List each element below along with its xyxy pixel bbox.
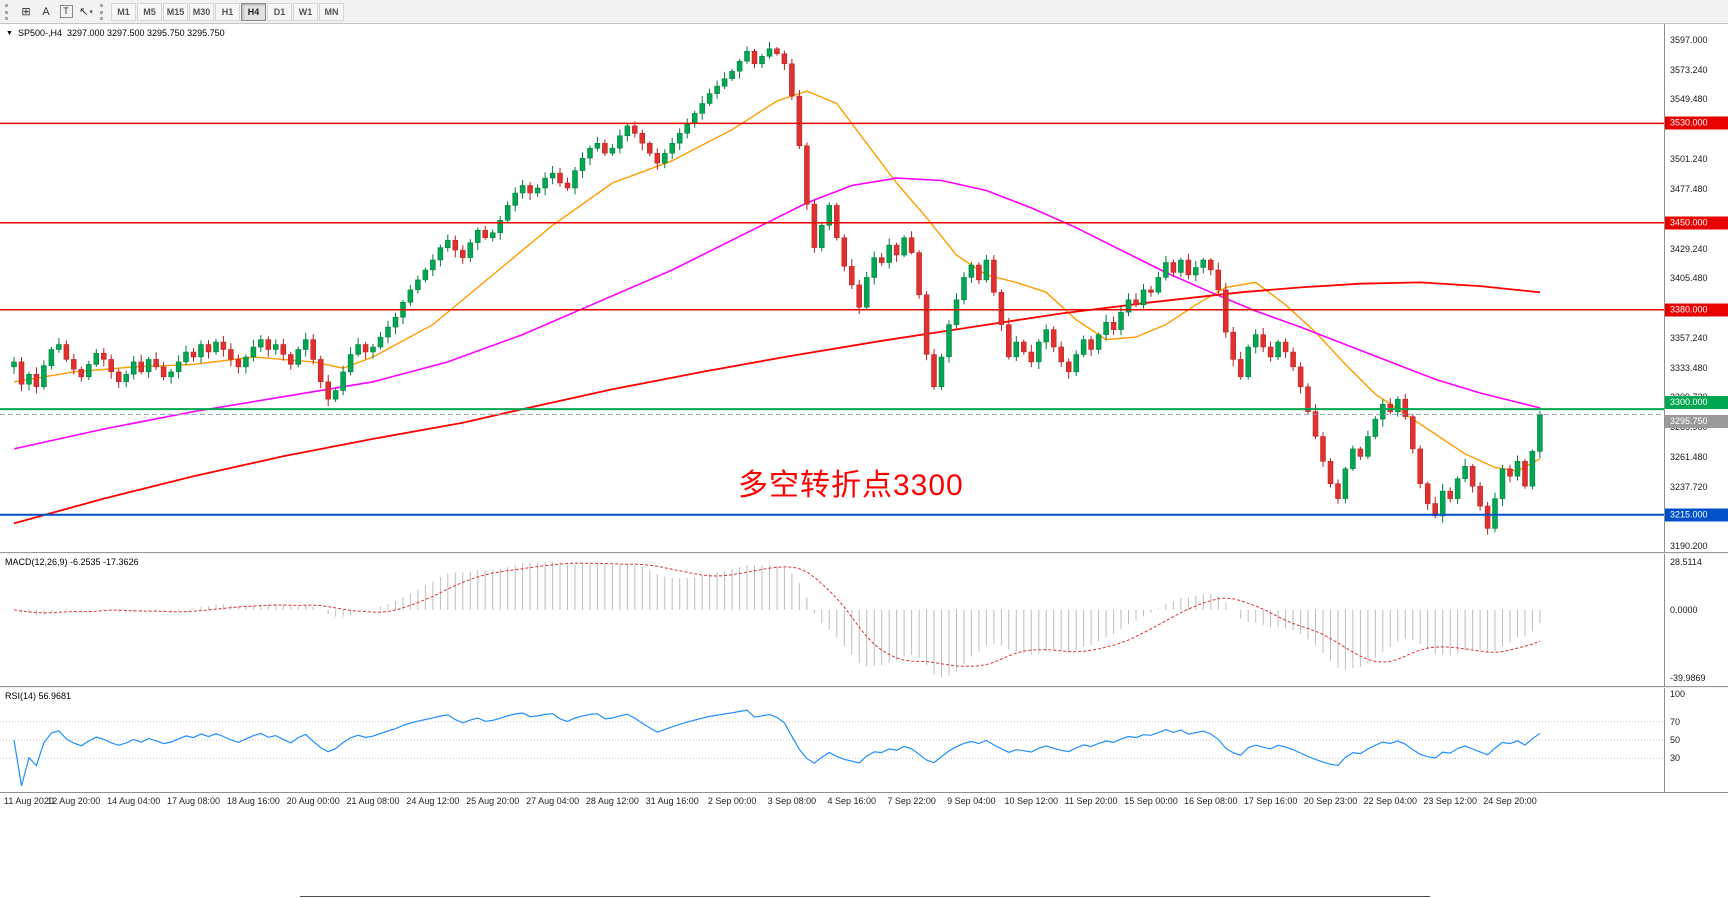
rsi-axis-label: 100: [1670, 689, 1686, 699]
time-label: 14 Aug 04:00: [107, 796, 161, 806]
rsi-axis-label: 70: [1670, 716, 1681, 727]
price-label: 3477.480: [1670, 183, 1708, 194]
rsi-panel: RSI(14) 56.9681 100 70 50 30: [0, 688, 1728, 792]
macd-axis-label: 0.0000: [1670, 604, 1698, 615]
price-panel: ▼ SP500-,H4 3297.000 3297.500 3295.750 3…: [0, 24, 1728, 552]
timeframe-toolbar-drag-handle[interactable]: [100, 3, 104, 20]
price-badge-3300.000[interactable]: 3300.000: [1665, 396, 1728, 410]
dropdown-caret-icon: ▾: [89, 8, 93, 16]
macd-axis-label: 28.5114: [1670, 556, 1702, 567]
price-badge-3215.000[interactable]: 3215.000: [1665, 508, 1728, 522]
time-label: 4 Sep 16:00: [827, 796, 877, 806]
cursor-tool[interactable]: ↖ ▾: [79, 6, 93, 18]
time-label: 11 Aug 2020: [4, 796, 54, 806]
chart-grid-tool[interactable]: ⊞: [21, 6, 31, 18]
time-label: 24 Aug 12:00: [406, 796, 460, 806]
time-label: 7 Sep 22:00: [887, 796, 936, 806]
moving-averages: [13, 90, 1541, 525]
ma-mid-magenta: [13, 177, 1541, 450]
price-label: 3261.480: [1670, 452, 1708, 462]
ma-fast-orange: [13, 90, 1541, 472]
price-label: 3549.480: [1670, 94, 1708, 105]
price-label: 3429.240: [1670, 243, 1708, 254]
ohlc-values: 3297.000 3297.500 3295.750 3295.750: [66, 28, 225, 38]
line-studies-toolbar: ⊞ A T ↖ ▾: [16, 2, 96, 21]
time-label: 21 Aug 08:00: [346, 796, 400, 806]
macd-label: MACD(12,26,9) -6.2535 -17.3626: [5, 557, 139, 567]
current-price-badge: 3295.750: [1665, 415, 1728, 429]
rsi-axis: 100 70 50 30: [1664, 688, 1728, 792]
timeframe-m15[interactable]: M15: [163, 2, 188, 21]
price-label: 3190.200: [1670, 540, 1708, 551]
price-badge-3450.000[interactable]: 3450.000: [1665, 216, 1728, 230]
rsi-axis-label: 30: [1670, 753, 1681, 764]
timeframe-mn[interactable]: MN: [319, 2, 344, 21]
time-label: 16 Sep 08:00: [1184, 796, 1238, 806]
panel-separator[interactable]: [0, 552, 1728, 554]
time-label: 28 Aug 12:00: [585, 796, 639, 806]
price-label: 3501.240: [1670, 154, 1708, 165]
candles: [11, 42, 1543, 535]
symbol-label: SP500-,H4: [17, 28, 62, 38]
time-label: 20 Sep 23:00: [1303, 796, 1358, 806]
chart-annotation[interactable]: 多空转折点3300: [738, 469, 964, 502]
symbol-ohlc-line: ▼ SP500-,H4 3297.000 3297.500 3295.750 3…: [6, 28, 225, 38]
price-label: 3405.480: [1670, 273, 1708, 284]
time-label: 2 Sep 00:00: [707, 796, 757, 806]
macd-histogram: [21, 561, 1541, 678]
text-annotation-tool[interactable]: A: [42, 5, 50, 18]
ma-slow-red: [13, 281, 1540, 525]
price-label: 3357.240: [1670, 333, 1708, 343]
time-label: 3 Sep 08:00: [767, 796, 817, 806]
time-label: 27 Aug 04:00: [526, 796, 580, 806]
timeframe-m5[interactable]: M5: [137, 2, 162, 21]
window-bottom-edge: [300, 896, 1430, 897]
timeframe-d1[interactable]: D1: [267, 2, 292, 21]
macd-panel: MACD(12,26,9) -6.2535 -17.3626 28.5114 0.…: [0, 554, 1728, 686]
macd-axis-label: -39.9869: [1670, 672, 1706, 683]
price-badge-3530.000[interactable]: 3530.000: [1665, 116, 1728, 130]
panel-separator[interactable]: [0, 686, 1728, 688]
time-label: 15 Sep 00:00: [1124, 796, 1178, 806]
time-label: 23 Sep 12:00: [1423, 796, 1477, 806]
time-label: 10 Sep 12:00: [1004, 796, 1059, 806]
time-label: 17 Sep 16:00: [1243, 796, 1298, 806]
time-label: 22 Sep 04:00: [1363, 796, 1418, 806]
timeframe-w1[interactable]: W1: [293, 2, 318, 21]
timeframe-h1[interactable]: H1: [215, 2, 240, 21]
rsi-chart-canvas[interactable]: [0, 688, 1664, 792]
time-axis: 11 Aug 2020 12 Aug 20:00 14 Aug 04:00 17 Au…: [0, 792, 1728, 810]
time-label: 9 Sep 04:00: [947, 796, 996, 806]
macd-signal-line: [13, 562, 1541, 667]
price-label: 3237.720: [1670, 481, 1708, 492]
time-label: 18 Aug 16:00: [226, 796, 280, 806]
price-label: 3597.000: [1670, 35, 1708, 46]
toolbar-drag-handle[interactable]: [5, 3, 9, 20]
price-axis: 3597.000 3573.240 3549.480 3501.240 3477.480…: [1664, 24, 1728, 552]
time-label: 31 Aug 16:00: [645, 796, 699, 806]
bottom-margin: [0, 810, 1728, 898]
time-label: 17 Aug 08:00: [166, 796, 221, 806]
price-label: 3333.480: [1670, 362, 1708, 373]
price-badge-3380.000[interactable]: 3380.000: [1665, 303, 1728, 317]
text-label-tool[interactable]: T: [56, 2, 76, 21]
timeframe-m1[interactable]: M1: [111, 2, 136, 21]
rsi-line: [13, 709, 1541, 787]
timeframe-h4[interactable]: H4: [241, 2, 266, 21]
macd-axis: 28.5114 0.0000 -39.9869: [1664, 554, 1728, 686]
time-label: 24 Sep 20:00: [1483, 796, 1537, 806]
rsi-label: RSI(14) 56.9681: [5, 691, 72, 701]
timeframe-toolbar: M1 M5 M15 M30 H1 H4 D1 W1 MN: [111, 2, 345, 21]
time-label: 25 Aug 20:00: [466, 796, 520, 806]
time-label: 20 Aug 00:00: [286, 796, 340, 806]
symbol-caret-icon: ▼: [6, 29, 13, 37]
toolbar: ⊞ A T ↖ ▾ M1 M5 M15 M30 H1 H4 D1 W1 MN: [0, 0, 1728, 24]
rsi-axis-label: 50: [1670, 735, 1681, 745]
time-label: 12 Aug 20:00: [47, 796, 101, 806]
price-chart-canvas[interactable]: [0, 24, 1664, 552]
macd-chart-canvas[interactable]: [0, 554, 1664, 686]
time-label: 11 Sep 20:00: [1064, 796, 1118, 806]
timeframe-m30[interactable]: M30: [189, 2, 214, 21]
price-label: 3573.240: [1670, 64, 1708, 75]
